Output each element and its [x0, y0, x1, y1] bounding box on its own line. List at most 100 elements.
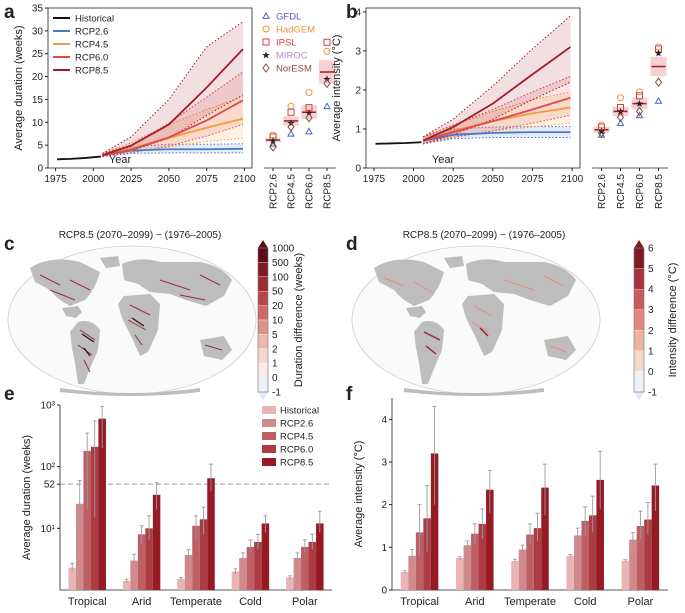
bar-rcp45 [636, 526, 645, 590]
y-tick-label: 52 [44, 480, 56, 491]
bar-rcp26 [629, 539, 637, 590]
map-d-land [374, 256, 576, 396]
legend-swatch [262, 419, 276, 427]
colorbar-tick-label: 3 [648, 305, 654, 316]
colorbar-segment [633, 350, 645, 372]
category-label: Arid [132, 596, 152, 608]
bar-rcp45 [581, 520, 589, 590]
x-tick-label: RCP8.5 [323, 174, 334, 209]
y-axis-label: Average intensity (°C) [353, 441, 365, 548]
y-tick-label: 0 [355, 164, 361, 175]
bar-historical [511, 560, 519, 590]
band-edge-low [102, 124, 244, 158]
x-tick-label: 2100 [561, 174, 584, 185]
legend-label: GFDL [276, 12, 301, 23]
colorbar-frame [257, 247, 269, 393]
x-tick-label: 1975 [44, 174, 67, 185]
category-label: Tropical [68, 596, 107, 608]
series-line-rcp85 [422, 46, 572, 142]
x-tick-label: 2050 [158, 174, 181, 185]
marker-diamond [635, 106, 644, 117]
y-tick-label: 3 [355, 46, 361, 57]
panel-b-timeseries: 0 1 2 3 4 1975 2000 2025 2050 2075 2100 Year Average… [331, 7, 584, 185]
colorbar-tick-label: 0 [648, 367, 654, 378]
bar-rcp45 [471, 533, 479, 590]
marker-square [636, 92, 643, 100]
legend-label: RCP2.6 [280, 419, 313, 430]
x-tick-label: 2000 [82, 174, 105, 185]
panel-label-f: f [346, 384, 353, 405]
colorbar-tick-label: -1 [648, 388, 657, 399]
marker-circle [287, 102, 295, 110]
bar-rcp26 [518, 549, 527, 590]
panel-label-d: d [346, 234, 358, 255]
y-tick-label: 2 [381, 500, 387, 511]
map-d-hotspots [383, 275, 567, 353]
marker-star: ★ [262, 51, 271, 62]
band-edge-low [422, 137, 571, 145]
colorbar-arrow-bottom [258, 392, 268, 400]
map-d-hotspots-dark [423, 327, 489, 355]
band-edge-low [422, 114, 571, 145]
marker-square [617, 104, 624, 112]
x-tick-label: RCP8.5 [654, 174, 665, 209]
y-axis-label: Average duration (weeks) [21, 435, 33, 560]
bar-rcp85 [98, 418, 106, 590]
y-tick-label: 25 [32, 49, 44, 60]
colorbar-arrow-top [258, 240, 268, 248]
legend-label: NorESM [276, 64, 312, 75]
marker-square [323, 38, 331, 46]
panel-label-a: a [4, 2, 15, 23]
marker-diamond [654, 77, 663, 87]
bar-rcp26 [130, 560, 138, 590]
bar-historical [286, 577, 294, 590]
bar-rcp60 [533, 528, 542, 590]
colorbar-segment [257, 247, 269, 263]
colorbar-segment [633, 309, 645, 331]
marker-diamond [616, 112, 625, 123]
marker-star: ★ [654, 48, 663, 59]
colorbar-segment [257, 276, 269, 292]
category-label: Cold [239, 596, 262, 608]
panel-e-bars: 10¹ 52 10² 10³ Average duration (weeks) Tropi… [21, 401, 332, 608]
band-edge-low [102, 137, 243, 158]
map-c-land [30, 256, 232, 396]
map-d: RCP8.5 (2070–2099) − (1976–2005) [351, 230, 601, 396]
marker-square [655, 45, 662, 53]
category-label: Temperate [504, 596, 556, 608]
category-label: Polar [292, 596, 318, 608]
category-label: Arid [465, 596, 485, 608]
marker-triangle [305, 127, 313, 135]
band-edge-high [102, 96, 244, 154]
y-tick-label: 35 [32, 4, 44, 15]
legend-swatch [262, 458, 276, 466]
legend-label: RCP6.0 [280, 445, 313, 456]
marker-square [598, 123, 605, 131]
y-tick-label: 15 [32, 95, 44, 106]
y-axis-label: Average duration (weeks) [13, 25, 25, 150]
bar-historical [566, 555, 574, 590]
colorbar-segment [633, 268, 645, 290]
band-edge-high [422, 75, 571, 138]
legend-label: MIROC [276, 51, 308, 62]
map-c-hotspots-dark [81, 317, 145, 357]
bar-rcp60 [588, 515, 597, 590]
x-tick-label: RCP4.5 [616, 174, 627, 209]
colorbar-segment [257, 334, 269, 349]
x-tick-label: 2050 [482, 174, 505, 185]
marker-triangle [616, 119, 625, 127]
legend-swatch [262, 445, 276, 453]
colorbar-segment [257, 377, 269, 393]
legend-label: HadGEM [276, 25, 315, 36]
legend-label: RCP4.5 [280, 432, 313, 443]
colorbar-tick-label: 5 [272, 330, 278, 341]
panel-label-c: c [4, 234, 15, 255]
legend-label: Historical [75, 14, 114, 25]
bar-historical [68, 567, 76, 590]
colorbar-segment [257, 348, 269, 364]
legend-swatch [262, 406, 276, 414]
legend-label: IPSL [276, 38, 297, 49]
marker-star: ★ [269, 136, 278, 147]
x-tick-label: RCP6.0 [305, 174, 316, 209]
